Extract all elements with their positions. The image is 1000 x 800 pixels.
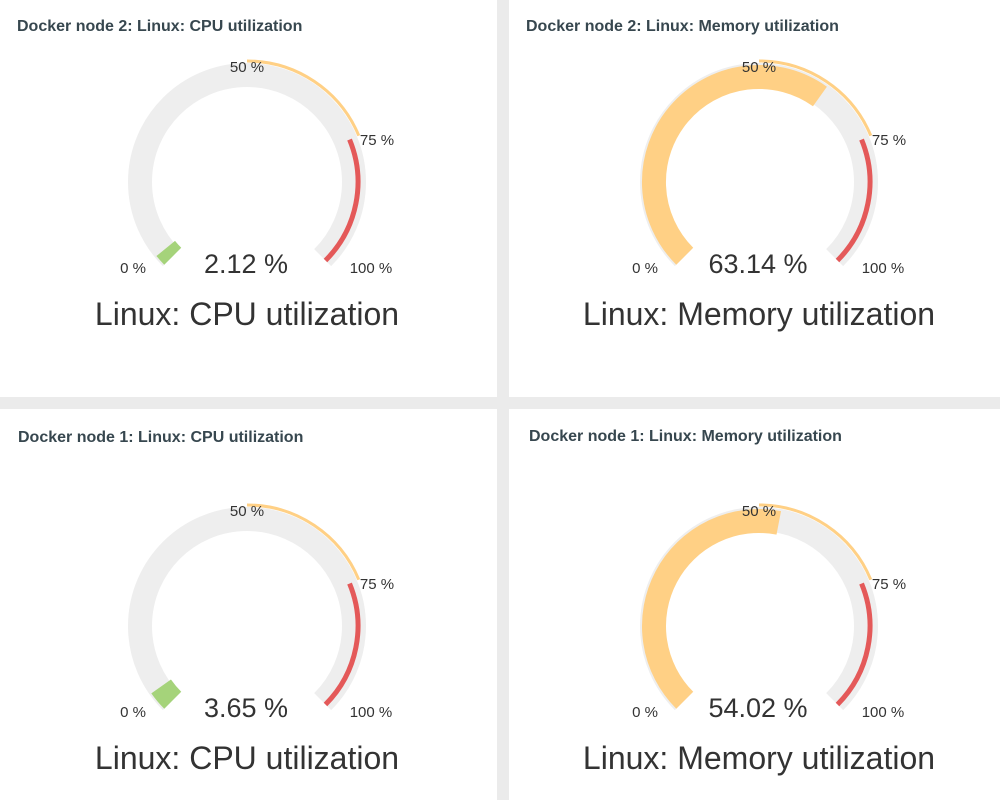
scale-label-50: 50 % <box>230 59 264 76</box>
gauge-description: Linux: Memory utilization <box>583 296 935 332</box>
gauge-widget-node2-memory[interactable]: Docker node 2: Linux: Memory utilization… <box>509 0 1000 397</box>
scale-label-100: 100 % <box>862 704 905 721</box>
scale-label-0: 0 % <box>120 260 146 277</box>
gauge-value-text: 3.65 % <box>204 693 288 723</box>
scale-label-100: 100 % <box>350 260 393 277</box>
gauge-value-arc <box>151 679 182 709</box>
gauge-value-text: 54.02 % <box>708 693 807 723</box>
gauge-description: Linux: CPU utilization <box>95 740 399 776</box>
scale-label-75: 75 % <box>360 132 394 149</box>
gauge: 0 % 50 % 75 % 100 % 63.14 % Linux: Memor… <box>583 59 935 332</box>
threshold-arc-50-75 <box>758 59 873 137</box>
scale-label-0: 0 % <box>632 260 658 277</box>
scale-label-0: 0 % <box>120 704 146 721</box>
scale-label-50: 50 % <box>230 503 264 520</box>
gauge: 0 % 50 % 75 % 100 % 54.02 % Linux: Memor… <box>583 503 935 776</box>
gauge-widget-node1-memory[interactable]: Docker node 1: Linux: Memory utilization… <box>509 409 1000 800</box>
scale-label-75: 75 % <box>360 576 394 593</box>
threshold-arc-75-100 <box>835 582 873 707</box>
gauge: 0 % 50 % 75 % 100 % 2.12 % Linux: CPU ut… <box>95 59 399 332</box>
gauge: 0 % 50 % 75 % 100 % 3.65 % Linux: CPU ut… <box>95 503 399 776</box>
gauge-track <box>128 63 366 267</box>
scale-label-100: 100 % <box>350 704 393 721</box>
threshold-arc-75-100 <box>323 138 361 263</box>
widget-title: Docker node 1: Linux: Memory utilization <box>529 428 842 445</box>
threshold-arc-50-75 <box>246 59 361 137</box>
gauge-value-text: 2.12 % <box>204 249 288 279</box>
threshold-arc-75-100 <box>323 582 361 707</box>
gauge-description: Linux: Memory utilization <box>583 740 935 776</box>
scale-label-50: 50 % <box>742 59 776 76</box>
gauge-value-arc <box>156 240 182 265</box>
gauge-description: Linux: CPU utilization <box>95 296 399 332</box>
gauge-track <box>128 507 366 711</box>
widget-title: Docker node 2: Linux: CPU utilization <box>17 18 303 35</box>
gauge-value-arc <box>641 64 827 265</box>
scale-label-75: 75 % <box>872 132 906 149</box>
scale-label-100: 100 % <box>862 260 905 277</box>
threshold-arc-50-75 <box>246 503 361 581</box>
gauge-value-arc <box>642 509 782 709</box>
widget-title: Docker node 1: Linux: CPU utilization <box>18 429 304 446</box>
gauge-widget-node1-cpu[interactable]: Docker node 1: Linux: CPU utilization 0 … <box>0 409 497 800</box>
scale-label-0: 0 % <box>632 704 658 721</box>
threshold-arc-50-75 <box>758 503 873 581</box>
scale-label-75: 75 % <box>872 576 906 593</box>
gauge-widget-node2-cpu[interactable]: Docker node 2: Linux: CPU utilization 0 … <box>0 0 497 397</box>
scale-label-50: 50 % <box>742 503 776 520</box>
threshold-arc-75-100 <box>835 138 873 263</box>
widget-title: Docker node 2: Linux: Memory utilization <box>526 18 839 35</box>
gauge-value-text: 63.14 % <box>708 249 807 279</box>
